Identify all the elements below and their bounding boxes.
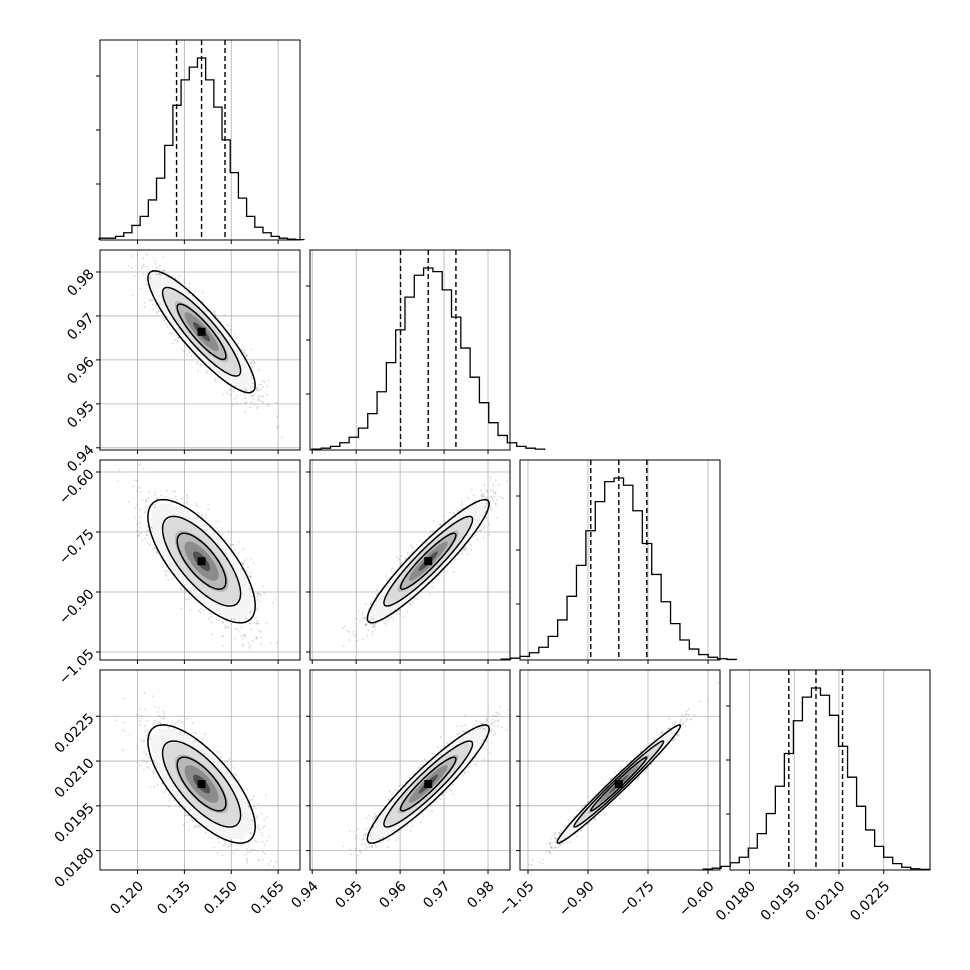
x-tick-label-2-3: −0.60 xyxy=(676,878,718,920)
scatter-panel-3-2 xyxy=(516,669,721,874)
contour-3-1-2 xyxy=(399,756,457,812)
contour-3-1-1 xyxy=(383,740,474,828)
x-tick-label-2-2: −0.75 xyxy=(616,878,658,920)
x-tick-label-0-1: 0.135 xyxy=(154,878,194,918)
scatter-area-1-0 xyxy=(127,252,283,438)
y-tick-label-2-0: −1.05 xyxy=(56,646,98,688)
x-tick-label-3-0: 0.0180 xyxy=(713,878,759,924)
panel-frame-2-1 xyxy=(309,459,511,661)
contour-3-0-2 xyxy=(176,756,227,812)
contour-2-0-1 xyxy=(161,515,242,607)
hist-panel-3 xyxy=(702,669,931,874)
contour-3-2-0 xyxy=(556,724,682,844)
x-tick-label-0-3: 0.165 xyxy=(248,878,288,918)
x-tick-label-1-2: 0.96 xyxy=(376,878,409,911)
y-tick-label-1-3: 0.97 xyxy=(64,310,97,343)
contour-2-1-0 xyxy=(366,498,490,624)
panel-frame-0-0 xyxy=(99,39,301,241)
scatter-area-3-2 xyxy=(527,681,720,870)
y-tick-label-3-1: 0.0195 xyxy=(52,800,98,846)
contour-2-0-2 xyxy=(176,532,227,590)
panel-frame-2-2 xyxy=(519,459,721,661)
scatter-area-3-0 xyxy=(114,692,278,869)
panel-frame-3-0 xyxy=(99,669,301,871)
contour-3-0-1 xyxy=(161,740,242,828)
y-tick-label-1-1: 0.95 xyxy=(64,398,97,431)
y-tick-label-2-1: −0.90 xyxy=(56,586,98,628)
x-tick-label-0-0: 0.120 xyxy=(107,878,147,918)
contour-1-0-2 xyxy=(176,303,227,361)
contour-1-0-0 xyxy=(147,270,256,394)
x-tick-label-2-0: −1.05 xyxy=(496,878,538,920)
density-peak-3-0 xyxy=(197,780,206,789)
scatter-panel-2-0 xyxy=(96,459,301,664)
x-tick-label-1-1: 0.95 xyxy=(332,878,365,911)
density-peak-2-1 xyxy=(424,557,433,566)
density-peak-3-2 xyxy=(614,780,623,789)
y-tick-label-3-2: 0.0210 xyxy=(52,755,98,801)
contour-2-1-2 xyxy=(399,532,457,590)
contour-3-0-0 xyxy=(147,724,256,844)
hist-panel-0 xyxy=(96,39,305,244)
x-tick-label-1-4: 0.98 xyxy=(464,878,497,911)
scatter-panel-2-1 xyxy=(306,459,511,664)
x-tick-label-3-3: 0.0225 xyxy=(847,878,893,924)
x-tick-label-3-2: 0.0210 xyxy=(803,878,849,924)
x-tick-label-1-0: 0.94 xyxy=(288,878,321,911)
hist-panel-2 xyxy=(500,459,738,664)
density-peak-3-1 xyxy=(424,780,433,789)
contour-2-0-0 xyxy=(147,498,256,624)
density-peak-1-0 xyxy=(197,327,206,336)
scatter-panel-3-1 xyxy=(306,669,511,874)
y-tick-label-2-2: −0.75 xyxy=(56,526,98,568)
x-tick-label-1-3: 0.97 xyxy=(420,878,453,911)
x-tick-label-2-1: −0.90 xyxy=(556,878,598,920)
hist-panel-1 xyxy=(306,249,546,454)
histogram-0 xyxy=(98,57,305,241)
panel-frame-3-3 xyxy=(729,669,931,871)
x-tick-label-3-1: 0.0195 xyxy=(758,878,804,924)
tick-labels: 0.120 0.135 0.150 0.165 0.94 0.95 0.96 0.97 0.98… xyxy=(52,266,894,924)
scatter-area-2-0 xyxy=(116,463,278,660)
contour-3-1-0 xyxy=(366,724,490,844)
scatter-panel-3-0 xyxy=(96,669,301,874)
y-tick-label-1-2: 0.96 xyxy=(64,354,97,387)
contour-1-0-1 xyxy=(161,286,242,377)
scatter-area-3-1 xyxy=(342,705,510,857)
panel-frame-3-2 xyxy=(519,669,721,871)
x-tick-label-0-2: 0.150 xyxy=(201,878,241,918)
panel-frame-1-1 xyxy=(309,249,511,451)
density-peak-2-0 xyxy=(197,557,206,566)
panel-frame-2-0 xyxy=(99,459,301,661)
y-tick-label-3-0: 0.0180 xyxy=(52,845,98,891)
panel-frame-3-1 xyxy=(309,669,511,871)
y-tick-label-3-3: 0.0225 xyxy=(52,711,98,757)
scatter-area-2-1 xyxy=(341,460,510,660)
y-tick-label-1-4: 0.98 xyxy=(64,266,97,299)
contour-2-1-1 xyxy=(383,515,474,607)
contour-3-2-2 xyxy=(590,756,648,812)
panel-frame-1-0 xyxy=(99,249,301,451)
scatter-panel-1-0 xyxy=(96,249,301,454)
contour-3-2-1 xyxy=(573,740,665,828)
